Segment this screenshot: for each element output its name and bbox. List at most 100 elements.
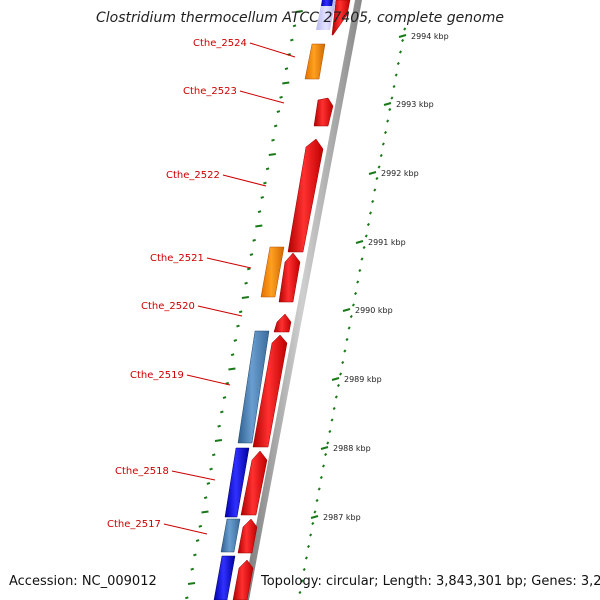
- tick-mark: [249, 253, 254, 257]
- scale-dot: [396, 61, 400, 66]
- scale-tick: [398, 34, 407, 38]
- scale-dot: [403, 27, 407, 31]
- tick-mark: [233, 338, 238, 342]
- tick-mark: [257, 210, 262, 214]
- scale-dot: [388, 107, 392, 112]
- scale-dot: [347, 326, 351, 330]
- scale-label: 2990 kbp: [355, 306, 393, 315]
- tick-mark: [290, 38, 294, 42]
- tick-mark: [282, 81, 290, 85]
- scale-dot: [336, 383, 341, 388]
- gene-leader-line: [239, 90, 285, 104]
- topology-text: Topology: circular; Length: 3,843,301 bp…: [261, 574, 600, 589]
- scale-label: 2989 kbp: [344, 375, 382, 384]
- gene-arrow: [313, 97, 334, 127]
- tick-mark: [206, 481, 211, 485]
- tick-mark: [230, 353, 235, 357]
- tick-mark: [260, 195, 265, 199]
- scale-dot: [349, 314, 353, 319]
- scale-dot: [309, 533, 313, 537]
- tick-mark: [190, 567, 195, 571]
- scale-dot: [360, 257, 364, 261]
- scale-dot: [390, 96, 394, 100]
- tick-mark: [263, 181, 267, 185]
- gene-arrow: [237, 518, 258, 554]
- gene-box-steelblue: [237, 330, 270, 444]
- scale-tick: [383, 102, 392, 106]
- tick-mark: [268, 153, 276, 156]
- gene-label: Cthe_2520: [141, 301, 195, 312]
- tick-mark: [222, 396, 227, 400]
- tick-mark: [211, 453, 216, 457]
- gene-leader-line: [197, 305, 243, 317]
- scale-dot: [315, 498, 319, 503]
- gene-leader-line: [249, 42, 296, 58]
- scale-label: 2988 kbp: [333, 444, 371, 453]
- scale-dot: [300, 579, 304, 583]
- scale-dot: [398, 50, 403, 54]
- page-title: Clostridium thermocellum ATCC 27405, com…: [96, 10, 504, 26]
- scale-dot: [377, 165, 381, 169]
- scale-tick: [310, 515, 319, 519]
- scale-dot: [321, 464, 326, 468]
- scale-dot: [330, 418, 334, 422]
- gene-box-lavender: [316, 0, 336, 30]
- gene-arrow: [273, 313, 292, 333]
- gene-arrow: [287, 138, 324, 253]
- tick-mark: [279, 95, 283, 99]
- scale-dot: [343, 349, 347, 353]
- tick-mark: [209, 467, 213, 471]
- tick-mark: [185, 596, 189, 600]
- scale-dot: [334, 395, 338, 399]
- gene-box-blue: [321, 0, 333, 6]
- tick-mark: [195, 539, 200, 543]
- scale-dot: [339, 372, 343, 376]
- gene-label: Cthe_2518: [115, 466, 169, 477]
- gene-box-blue: [224, 447, 250, 518]
- scale-label: 2991 kbp: [368, 238, 406, 247]
- gene-label: Cthe_2519: [130, 370, 184, 381]
- tick-mark: [255, 224, 263, 228]
- tick-mark: [284, 67, 289, 71]
- scale-dot: [364, 234, 368, 238]
- scale-tick: [320, 446, 329, 450]
- tick-mark: [214, 439, 223, 442]
- scale-tick: [355, 240, 364, 244]
- gene-label: Cthe_2521: [150, 253, 204, 264]
- scale-dot: [351, 303, 355, 307]
- scale-label: 2992 kbp: [381, 169, 419, 178]
- gene-leader-line: [206, 257, 252, 269]
- tick-mark: [295, 10, 303, 13]
- scale-tick: [342, 308, 351, 312]
- scale-dot: [386, 119, 390, 123]
- tick-mark: [241, 296, 250, 299]
- scale-tick: [331, 377, 340, 381]
- gene-box-blue: [213, 555, 236, 600]
- tick-mark: [187, 582, 196, 585]
- scale-dot: [373, 188, 377, 192]
- scale-dot: [381, 142, 385, 146]
- gene-box-orange: [260, 246, 285, 298]
- scale-dot: [356, 280, 360, 284]
- accession-text: Accession: NC_009012: [9, 574, 157, 589]
- gene-label: Cthe_2524: [193, 38, 247, 49]
- tick-mark: [292, 24, 297, 28]
- scale-dot: [341, 360, 345, 365]
- scale-dot: [306, 544, 311, 549]
- scale-dot: [304, 556, 308, 560]
- tick-mark: [217, 424, 221, 428]
- tick-mark: [236, 324, 240, 328]
- scale-label: 2994 kbp: [411, 32, 449, 41]
- gene-arrow: [331, 0, 351, 36]
- tick-mark: [220, 410, 224, 414]
- gene-box-orange: [304, 43, 326, 80]
- gene-arrow: [240, 450, 268, 516]
- tick-mark: [244, 281, 248, 285]
- scale-dot: [371, 199, 375, 204]
- tick-mark: [201, 510, 209, 514]
- gene-arrow: [252, 334, 288, 448]
- tick-mark: [265, 167, 270, 171]
- scale-dot: [392, 84, 396, 89]
- scale-dot: [332, 406, 336, 411]
- genome-backbone: [242, 0, 362, 600]
